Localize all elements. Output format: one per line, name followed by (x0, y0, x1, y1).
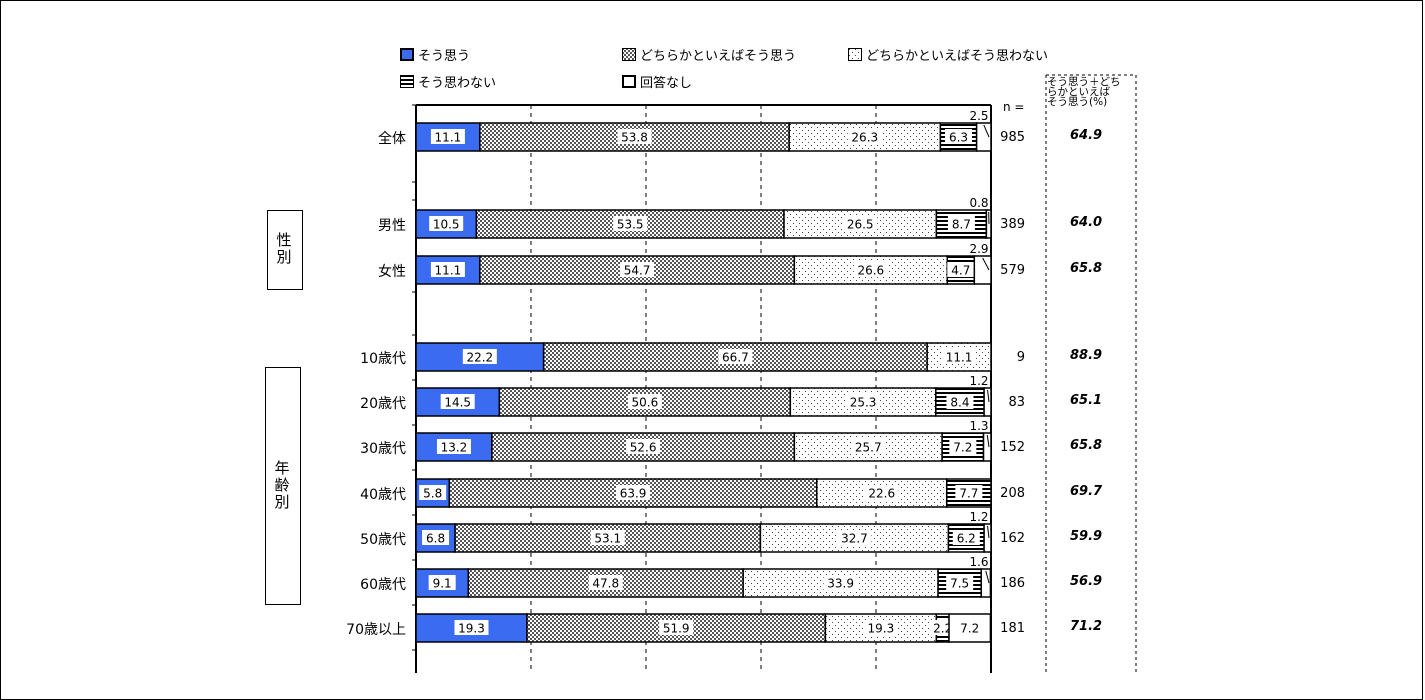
data-label: 1.2 (969, 374, 988, 388)
data-label: 53.5 (617, 218, 644, 232)
data-label: 9.1 (433, 577, 452, 591)
data-label: 1.2 (969, 510, 988, 524)
data-label: 7.5 (950, 577, 969, 591)
data-label: 54.7 (624, 264, 651, 278)
data-label: 14.5 (444, 396, 471, 410)
data-label: 63.9 (620, 487, 647, 501)
data-label: 6.8 (426, 532, 445, 546)
data-label: 8.7 (952, 218, 971, 232)
data-label: 10.5 (433, 218, 460, 232)
data-label: 19.3 (458, 622, 485, 636)
bar-segment (981, 569, 990, 597)
data-label: 4.7 (951, 264, 970, 278)
data-label: 19.3 (868, 622, 895, 636)
data-label: 7.2 (960, 622, 979, 636)
data-label: 13.2 (441, 441, 468, 455)
stacked-bar-chart: 11.1 53.8 26.3 6.32.5 10.5 53.5 26.5 8.7 0.8 11.1… (0, 0, 1425, 673)
data-label: 7.7 (959, 487, 978, 501)
data-label: 47.8 (592, 577, 619, 591)
data-label: 53.8 (621, 131, 648, 145)
data-label: 53.1 (594, 532, 621, 546)
data-label: 0.8 (969, 196, 988, 210)
data-label: 26.3 (851, 131, 878, 145)
data-label: 25.3 (850, 396, 877, 410)
data-label: 33.9 (827, 577, 854, 591)
data-label: 8.4 (950, 396, 969, 410)
data-label: 26.6 (857, 264, 884, 278)
data-label: 11.1 (946, 351, 973, 365)
data-label: 66.7 (722, 351, 749, 365)
data-label: 22.2 (466, 351, 493, 365)
data-label: 51.9 (663, 622, 690, 636)
data-label: 50.6 (631, 396, 658, 410)
data-label: 6.3 (949, 131, 968, 145)
data-label: 2.9 (969, 242, 988, 256)
data-label: 22.6 (868, 487, 895, 501)
data-label: 1.3 (969, 419, 988, 433)
data-label: 11.1 (435, 131, 462, 145)
data-label: 25.7 (855, 441, 882, 455)
data-label: 52.6 (630, 441, 657, 455)
data-label: 1.6 (969, 555, 988, 569)
data-label: 7.2 (953, 441, 972, 455)
data-label: 6.2 (957, 532, 976, 546)
data-label: 2.5 (969, 109, 988, 123)
data-label: 32.7 (841, 532, 868, 546)
data-label: 26.5 (847, 218, 874, 232)
data-label: 11.1 (435, 264, 462, 278)
data-label: 5.8 (423, 487, 442, 501)
